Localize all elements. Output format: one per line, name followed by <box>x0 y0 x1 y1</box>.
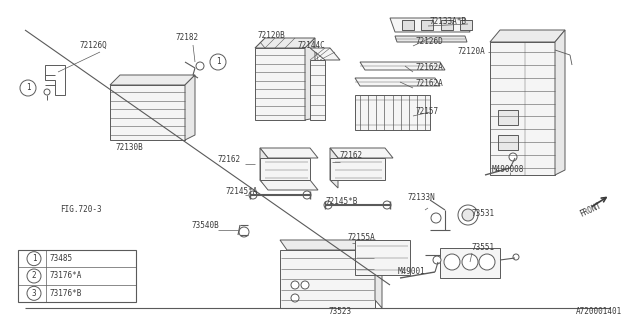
Polygon shape <box>490 42 555 175</box>
Bar <box>498 135 518 150</box>
Circle shape <box>196 62 204 70</box>
Circle shape <box>303 191 311 199</box>
Polygon shape <box>110 75 195 85</box>
Polygon shape <box>355 95 430 130</box>
Text: M49001: M49001 <box>398 268 426 276</box>
Text: 72133N: 72133N <box>408 194 436 203</box>
Text: 73523: 73523 <box>328 308 351 316</box>
Bar <box>498 110 518 125</box>
Polygon shape <box>390 18 470 32</box>
Text: 72162A: 72162A <box>415 79 443 89</box>
Polygon shape <box>310 60 325 120</box>
Polygon shape <box>330 148 393 158</box>
Text: 1: 1 <box>216 58 220 67</box>
Text: 72145*A: 72145*A <box>225 188 257 196</box>
Text: 72145*B: 72145*B <box>325 197 357 206</box>
Polygon shape <box>402 20 414 30</box>
Circle shape <box>513 254 519 260</box>
Circle shape <box>479 254 495 270</box>
Polygon shape <box>421 20 433 30</box>
Text: FRONT: FRONT <box>578 201 603 219</box>
Bar <box>18 250 136 302</box>
Circle shape <box>210 54 226 70</box>
Text: 73540B: 73540B <box>192 220 220 229</box>
Polygon shape <box>310 48 340 60</box>
Text: 1: 1 <box>32 254 36 263</box>
Text: 72162A: 72162A <box>415 63 443 73</box>
Text: M490008: M490008 <box>492 165 524 174</box>
Polygon shape <box>280 240 382 250</box>
Polygon shape <box>460 20 472 30</box>
Bar <box>440 248 500 278</box>
Polygon shape <box>255 48 305 120</box>
Circle shape <box>239 227 249 237</box>
Text: 73176*A: 73176*A <box>50 271 83 281</box>
Circle shape <box>462 254 478 270</box>
Circle shape <box>509 153 517 161</box>
Polygon shape <box>260 148 318 158</box>
Polygon shape <box>555 30 565 175</box>
Text: 3: 3 <box>32 289 36 298</box>
Circle shape <box>431 213 441 223</box>
Circle shape <box>462 209 474 221</box>
Circle shape <box>458 205 478 225</box>
Polygon shape <box>305 38 315 120</box>
Text: 72162: 72162 <box>340 150 363 159</box>
Polygon shape <box>441 20 452 30</box>
Text: A720001401: A720001401 <box>576 308 622 316</box>
Polygon shape <box>490 30 565 42</box>
Bar <box>355 240 410 275</box>
Text: 72120A: 72120A <box>458 47 486 57</box>
Text: 73531: 73531 <box>472 209 495 218</box>
Circle shape <box>301 281 309 289</box>
Circle shape <box>383 201 391 209</box>
Text: 73485: 73485 <box>50 254 73 263</box>
Polygon shape <box>375 240 382 308</box>
Polygon shape <box>360 62 445 70</box>
Circle shape <box>27 269 41 283</box>
Circle shape <box>291 281 299 289</box>
Polygon shape <box>395 36 467 42</box>
Polygon shape <box>260 148 268 188</box>
Circle shape <box>27 252 41 266</box>
Text: 72126D: 72126D <box>415 37 443 46</box>
Circle shape <box>433 256 441 264</box>
Circle shape <box>27 286 41 300</box>
Circle shape <box>20 80 36 96</box>
Text: 72133A*B: 72133A*B <box>430 18 467 27</box>
Bar <box>280 250 375 308</box>
Text: FIG.720-3: FIG.720-3 <box>60 205 102 214</box>
Text: 72182: 72182 <box>175 34 198 43</box>
Text: 2: 2 <box>32 271 36 281</box>
Text: 72144C: 72144C <box>298 41 326 50</box>
Text: 1: 1 <box>26 84 30 92</box>
Polygon shape <box>185 75 195 140</box>
Text: 73176*B: 73176*B <box>50 289 83 298</box>
Circle shape <box>324 201 332 209</box>
Bar <box>330 158 385 180</box>
Circle shape <box>249 191 257 199</box>
Circle shape <box>291 294 299 302</box>
Text: 73551: 73551 <box>472 244 495 252</box>
Text: 72162: 72162 <box>218 156 241 164</box>
Text: 72120B: 72120B <box>258 30 285 39</box>
Polygon shape <box>355 78 440 86</box>
Polygon shape <box>255 38 315 48</box>
Circle shape <box>444 254 460 270</box>
Text: 72157: 72157 <box>415 108 438 116</box>
Text: 72130B: 72130B <box>115 143 143 153</box>
Text: 72155A: 72155A <box>348 233 376 242</box>
Polygon shape <box>330 148 338 188</box>
Polygon shape <box>260 180 318 190</box>
Text: 72126Q: 72126Q <box>80 41 108 50</box>
Polygon shape <box>110 85 185 140</box>
Bar <box>260 158 310 180</box>
